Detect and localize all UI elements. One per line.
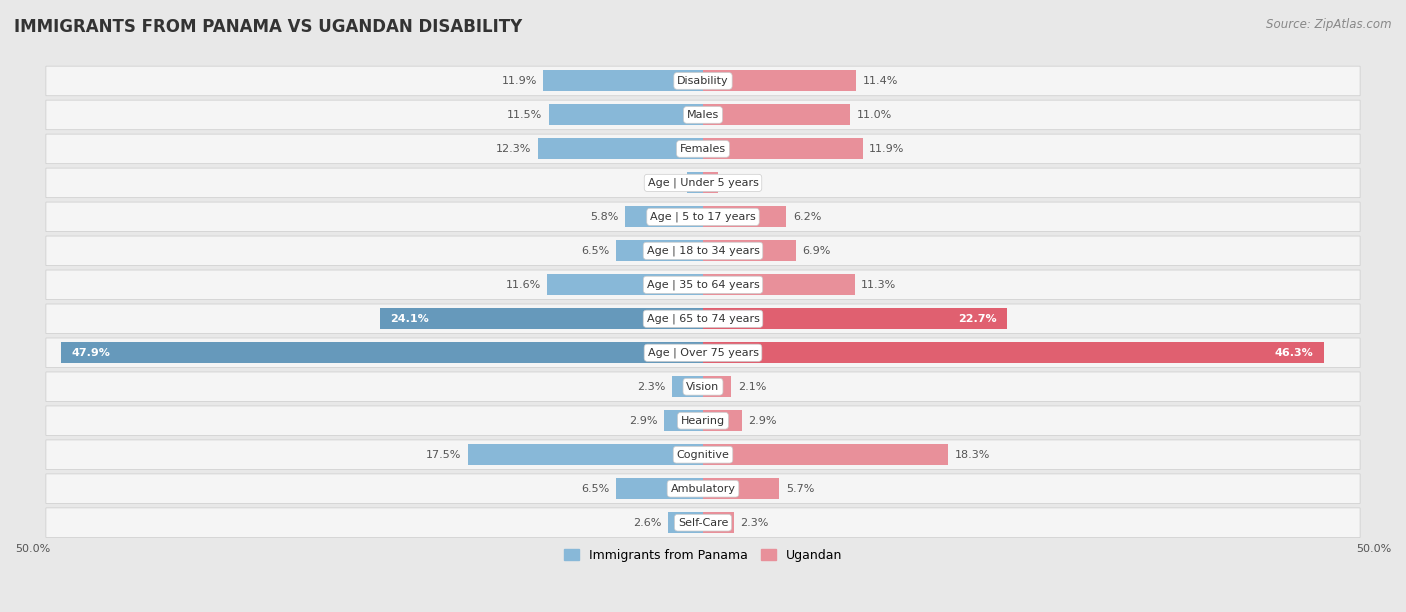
Text: 46.3%: 46.3% [1274,348,1313,358]
Text: 2.1%: 2.1% [738,382,766,392]
Text: Age | 18 to 34 years: Age | 18 to 34 years [647,245,759,256]
FancyBboxPatch shape [46,100,1360,130]
Text: 6.2%: 6.2% [793,212,821,222]
Bar [703,308,1007,329]
Text: 5.8%: 5.8% [591,212,619,222]
Bar [616,478,703,499]
Bar [544,70,703,91]
Text: 24.1%: 24.1% [391,314,429,324]
Bar [703,512,734,533]
Text: 2.6%: 2.6% [633,518,661,528]
Bar [703,105,851,125]
FancyBboxPatch shape [46,474,1360,504]
Bar [626,206,703,228]
Text: Age | 65 to 74 years: Age | 65 to 74 years [647,313,759,324]
Text: Ambulatory: Ambulatory [671,483,735,494]
Text: Age | Over 75 years: Age | Over 75 years [648,348,758,358]
Text: Age | 5 to 17 years: Age | 5 to 17 years [650,212,756,222]
FancyBboxPatch shape [46,134,1360,163]
FancyBboxPatch shape [46,440,1360,469]
Bar [538,138,703,160]
Legend: Immigrants from Panama, Ugandan: Immigrants from Panama, Ugandan [560,543,846,567]
Text: 2.9%: 2.9% [628,416,658,426]
Bar [703,173,717,193]
Text: 11.3%: 11.3% [862,280,897,290]
FancyBboxPatch shape [46,304,1360,334]
Text: 1.2%: 1.2% [652,178,681,188]
Text: 18.3%: 18.3% [955,450,990,460]
Text: 12.3%: 12.3% [496,144,531,154]
Text: Age | Under 5 years: Age | Under 5 years [648,177,758,188]
Text: 5.7%: 5.7% [786,483,814,494]
Text: Self-Care: Self-Care [678,518,728,528]
Text: 6.5%: 6.5% [581,246,609,256]
Text: Males: Males [688,110,718,120]
Text: Vision: Vision [686,382,720,392]
FancyBboxPatch shape [46,372,1360,401]
Text: 11.6%: 11.6% [506,280,541,290]
Text: Hearing: Hearing [681,416,725,426]
FancyBboxPatch shape [46,270,1360,300]
Text: 47.9%: 47.9% [72,348,111,358]
Bar [547,274,703,296]
Text: 17.5%: 17.5% [426,450,461,460]
Bar [703,444,949,465]
Bar [703,410,742,431]
Text: 6.9%: 6.9% [803,246,831,256]
Bar [703,206,786,228]
FancyBboxPatch shape [46,406,1360,436]
Text: 11.5%: 11.5% [506,110,543,120]
Bar [468,444,703,465]
Bar [703,138,862,160]
Text: Cognitive: Cognitive [676,450,730,460]
Text: 11.4%: 11.4% [862,76,898,86]
Bar [703,241,796,261]
Text: 2.9%: 2.9% [748,416,778,426]
Text: IMMIGRANTS FROM PANAMA VS UGANDAN DISABILITY: IMMIGRANTS FROM PANAMA VS UGANDAN DISABI… [14,18,522,36]
Bar [672,376,703,397]
Text: 1.1%: 1.1% [724,178,752,188]
FancyBboxPatch shape [46,236,1360,266]
Bar [548,105,703,125]
Bar [60,342,703,364]
Bar [703,70,856,91]
Bar [616,241,703,261]
Text: Age | 35 to 64 years: Age | 35 to 64 years [647,280,759,290]
Text: 11.9%: 11.9% [502,76,537,86]
Bar [688,173,703,193]
Text: 11.0%: 11.0% [858,110,893,120]
Bar [703,342,1324,364]
Bar [380,308,703,329]
Bar [668,512,703,533]
Text: 6.5%: 6.5% [581,483,609,494]
Bar [703,274,855,296]
Bar [664,410,703,431]
Bar [703,376,731,397]
Text: 11.9%: 11.9% [869,144,904,154]
FancyBboxPatch shape [46,508,1360,537]
FancyBboxPatch shape [46,338,1360,368]
Text: 22.7%: 22.7% [957,314,997,324]
Text: 2.3%: 2.3% [637,382,665,392]
Text: Source: ZipAtlas.com: Source: ZipAtlas.com [1267,18,1392,31]
Text: Disability: Disability [678,76,728,86]
FancyBboxPatch shape [46,66,1360,95]
Text: 2.3%: 2.3% [741,518,769,528]
FancyBboxPatch shape [46,168,1360,198]
Text: Females: Females [681,144,725,154]
FancyBboxPatch shape [46,202,1360,232]
Bar [703,478,779,499]
